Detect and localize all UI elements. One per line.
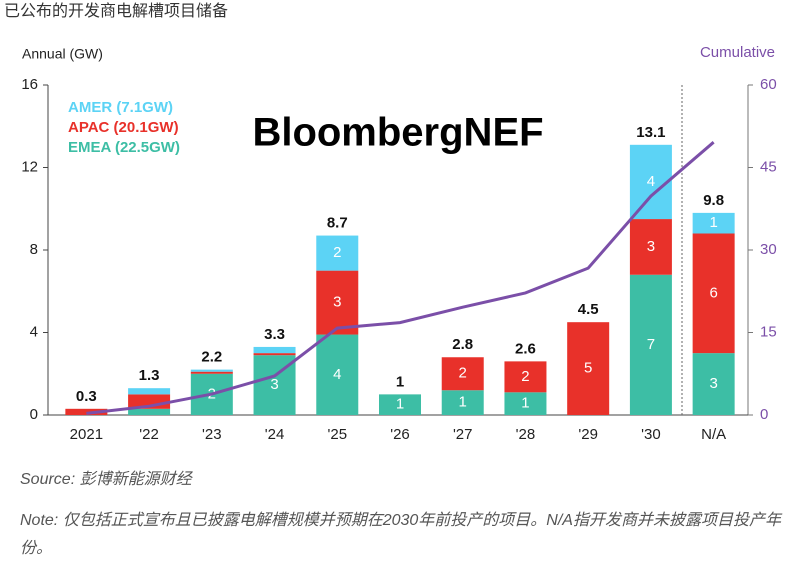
bar-segment — [316, 270, 359, 335]
bar-segment — [379, 394, 421, 415]
segment-label: 7 — [647, 336, 655, 353]
total-label: 9.8 — [703, 192, 724, 209]
total-label: 1 — [396, 373, 404, 390]
bar-segment — [692, 212, 735, 234]
segment-label: 2 — [459, 365, 467, 382]
segment-label: 3 — [647, 238, 655, 255]
total-label: 13.1 — [636, 124, 665, 141]
segment-label: 2 — [333, 244, 341, 261]
total-label: 4.5 — [578, 301, 599, 318]
total-label: 2.6 — [515, 340, 536, 357]
total-label: 8.7 — [327, 215, 348, 232]
bar-segment — [629, 144, 672, 220]
y-tick-label: 8 — [30, 241, 38, 258]
bar-segment — [504, 392, 547, 415]
cumulative-line — [86, 141, 715, 415]
segment-label: 4 — [647, 173, 655, 190]
x-tick-label: '28 — [516, 426, 536, 443]
segment-label: 2 — [521, 368, 529, 385]
x-tick-label: '30 — [641, 426, 661, 443]
total-label: 3.3 — [264, 326, 285, 343]
segment-label: 3 — [709, 375, 717, 392]
segment-label: 5 — [584, 360, 592, 377]
x-tick-label: N/A — [701, 426, 726, 443]
y2-axis-label: Cumulative — [700, 44, 775, 61]
total-label: 2.8 — [452, 336, 473, 353]
y2-tick-label: 15 — [760, 323, 777, 340]
bar-segment — [441, 390, 484, 415]
y-tick-label: 12 — [21, 158, 38, 175]
bar-segment — [692, 233, 735, 354]
total-label: 2.2 — [201, 349, 222, 366]
total-label: 0.3 — [76, 388, 97, 405]
source: Source: 彭博新能源财经 — [20, 471, 192, 488]
x-tick-label: '23 — [202, 426, 222, 443]
y-tick-label: 0 — [30, 406, 38, 423]
bar-segment — [253, 353, 296, 356]
y-tick-label: 4 — [30, 323, 38, 340]
segment-label: 1 — [396, 396, 404, 413]
bar-segment — [692, 353, 735, 415]
bar-segment — [504, 361, 547, 393]
x-tick-label: '22 — [139, 426, 159, 443]
note: Note: 仅包括正式宣布且已披露电解槽规模并预期在2030年前投产的项目。N/… — [20, 512, 781, 557]
bar-segment — [128, 388, 171, 395]
x-tick-label: '27 — [453, 426, 473, 443]
bar-segment — [190, 369, 233, 372]
y2-tick-label: 30 — [760, 241, 777, 258]
bar-segment — [316, 235, 359, 271]
x-tick-label: '29 — [578, 426, 598, 443]
chart: 已公布的开发商电解槽项目储备 Annual (GW) Cumulative Bl… — [4, 2, 777, 443]
bar-segment — [316, 334, 359, 415]
legend-entry: EMEA (22.5GW) — [68, 139, 180, 156]
y-tick-label: 16 — [21, 76, 38, 93]
bar-segment — [128, 408, 171, 415]
x-tick-label: '24 — [265, 426, 285, 443]
legend-entry: APAC (20.1GW) — [68, 119, 179, 136]
watermark: BloombergNEF — [252, 111, 543, 155]
bar-segment — [190, 371, 233, 374]
y2-tick-label: 45 — [760, 158, 777, 175]
segment-label: 1 — [459, 394, 467, 411]
y2-tick-label: 0 — [760, 406, 768, 423]
bar-segment — [629, 219, 672, 275]
y-axis-label: Annual (GW) — [22, 46, 103, 62]
bar-segment — [441, 357, 484, 391]
segment-label: 4 — [333, 366, 341, 383]
segment-label: 1 — [709, 214, 717, 231]
segment-label: 6 — [709, 284, 717, 301]
chart-title: 已公布的开发商电解槽项目储备 — [4, 2, 228, 20]
x-tick-label: '25 — [327, 426, 347, 443]
y2-tick-label: 60 — [760, 76, 777, 93]
segment-label: 1 — [521, 395, 529, 412]
segment-label: 3 — [270, 376, 278, 393]
x-tick-label: '26 — [390, 426, 410, 443]
bar-segment — [253, 346, 296, 354]
bar-segment — [629, 274, 672, 415]
segment-label: 3 — [333, 294, 341, 311]
x-tick-label: 2021 — [70, 426, 103, 443]
total-label: 1.3 — [139, 367, 160, 384]
legend-entry: AMER (7.1GW) — [68, 99, 173, 116]
bar-segment — [567, 322, 610, 415]
